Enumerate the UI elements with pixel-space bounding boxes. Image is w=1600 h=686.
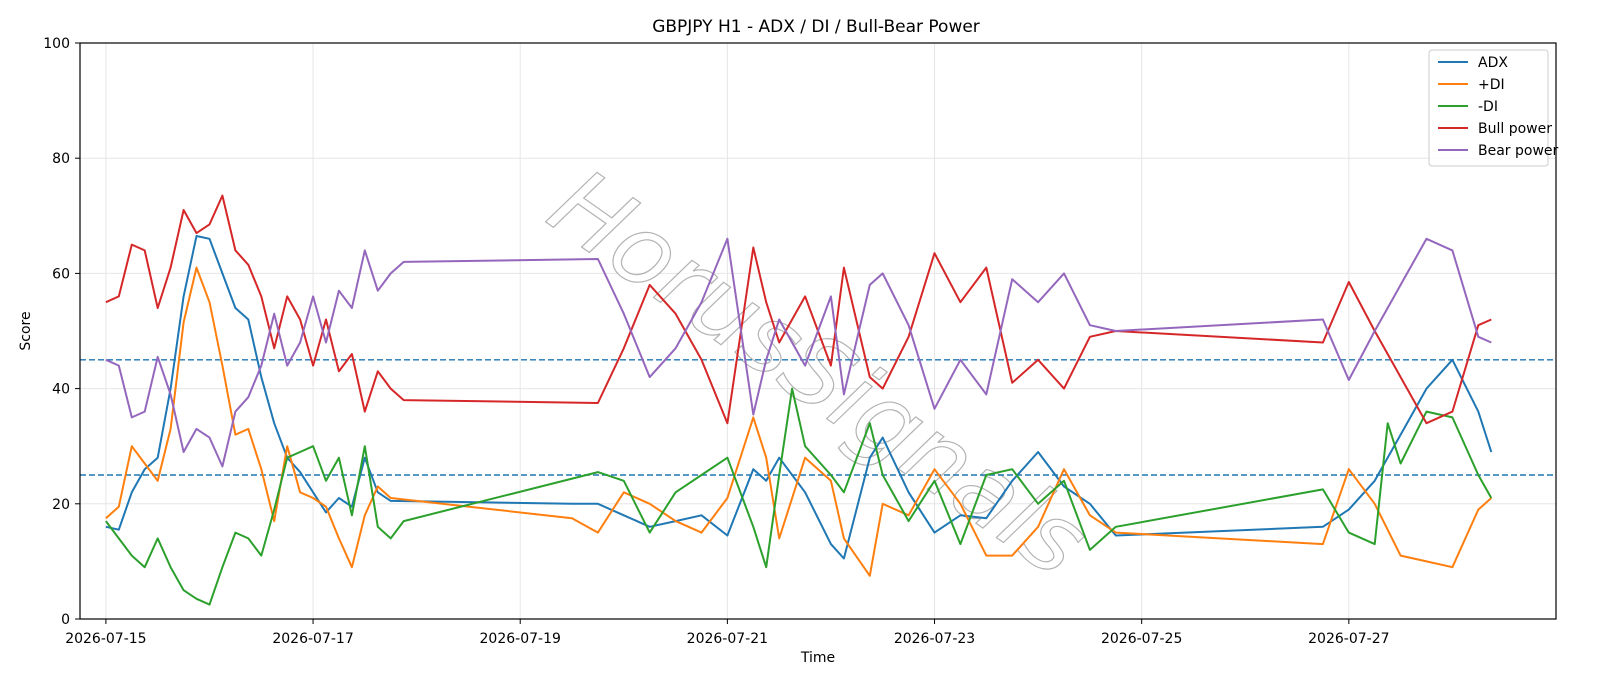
legend-box xyxy=(1428,49,1549,167)
legend-entry: +DI xyxy=(1478,77,1505,93)
legend-entry: Bear power xyxy=(1478,143,1559,159)
series-line-di xyxy=(105,266,1492,577)
y-tick-label: 20 xyxy=(52,497,70,513)
series-line-bear-power xyxy=(105,237,1492,468)
legend-entry: ADX xyxy=(1478,55,1508,71)
x-axis-ticks: 2026-07-15 2026-07-17 2026-07-19 2026-07-21… xyxy=(65,619,1390,647)
series-lines xyxy=(105,194,1493,606)
y-tick-label: 0 xyxy=(61,612,70,628)
legend-entry: Bull power xyxy=(1478,121,1552,137)
legend-entry: -DI xyxy=(1478,99,1498,115)
y-tick-label: 60 xyxy=(52,266,70,282)
series-line-di xyxy=(105,387,1493,606)
x-tick-label: 2026-07-27 xyxy=(1308,631,1389,647)
y-axis-ticks: 0 20 40 60 80 100 xyxy=(43,36,80,628)
legend: ADX +DI -DI Bull power Bear power xyxy=(1428,49,1559,167)
x-tick-label: 2026-07-15 xyxy=(65,631,146,647)
y-axis-label: Score xyxy=(18,311,34,350)
series-line-bull-power xyxy=(105,194,1492,425)
y-tick-label: 40 xyxy=(52,382,70,398)
y-tick-label: 80 xyxy=(52,151,70,167)
chart-title: GBPJPY H1 - ADX / DI / Bull-Bear Power xyxy=(652,17,980,37)
x-tick-label: 2026-07-17 xyxy=(272,631,353,647)
x-tick-label: 2026-07-25 xyxy=(1101,631,1182,647)
reference-lines xyxy=(80,359,1556,476)
x-tick-label: 2026-07-21 xyxy=(687,631,768,647)
x-tick-label: 2026-07-23 xyxy=(894,631,975,647)
plot-area: HorusSignals xyxy=(79,42,1557,620)
plot-frame xyxy=(79,42,1557,620)
x-axis-label: Time xyxy=(800,650,835,666)
y-tick-label: 100 xyxy=(43,36,70,52)
x-tick-label: 2026-07-19 xyxy=(480,631,561,647)
